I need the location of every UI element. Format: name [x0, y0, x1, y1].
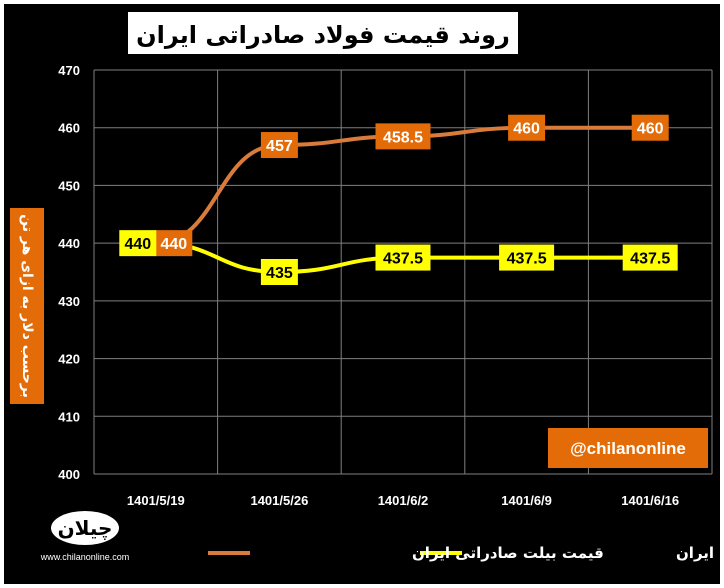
x-tick-label: 1401/5/19 [127, 493, 185, 508]
data-label: 437.5 [507, 251, 547, 268]
data-label: 440 [160, 236, 187, 253]
y-axis-title: برحسب دلار به ازای هر تن [19, 214, 35, 398]
data-label-box [375, 244, 431, 271]
y-tick-label: 410 [58, 409, 80, 424]
data-label-box [155, 230, 193, 257]
data-labels: 440 457 458.5 460 460 440 435 437.5 437.5 437.5 [119, 114, 678, 285]
data-label-box [119, 230, 157, 257]
legend: قیمت اسلب صادراتی ایران قیمت بیلت صادرات… [208, 544, 724, 562]
title-plate [128, 12, 518, 54]
y-tick-label: 400 [58, 467, 80, 482]
data-label-box [499, 244, 555, 271]
y-tick-label: 440 [58, 236, 80, 251]
data-label: 440 [124, 236, 151, 253]
data-label-box [260, 259, 298, 285]
y-tick-label: 430 [58, 294, 80, 309]
data-label: 460 [513, 121, 540, 138]
brand-url: www.chilanonline.com [40, 552, 130, 562]
x-tick-label: 1401/6/16 [621, 493, 679, 508]
data-label: 437.5 [630, 251, 670, 268]
chart-background [4, 4, 720, 584]
legend-label-slab: قیمت اسلب صادراتی ایران [676, 544, 724, 562]
data-label: 435 [266, 265, 293, 282]
y-tick-label: 470 [58, 63, 80, 78]
data-label: 437.5 [383, 251, 423, 268]
chart-title: روند قیمت فولاد صادراتی ایران [136, 21, 510, 49]
y-tick-label: 450 [58, 178, 80, 193]
data-label-box [375, 123, 431, 150]
data-label-box [622, 244, 678, 271]
y-tick-label: 460 [58, 121, 80, 136]
data-label: 457 [266, 138, 293, 155]
watermark-handle: @chilanonline [570, 439, 686, 458]
x-tick-label: 1401/6/9 [501, 493, 552, 508]
brand-logo: چیلان www.chilanonline.com [40, 511, 130, 562]
y-axis: 400 410 420 430 440 450 460 470 [58, 63, 80, 482]
watermark-box [548, 428, 708, 468]
x-axis: 1401/5/19 1401/5/26 1401/6/2 1401/6/9 1401/6… [127, 493, 679, 508]
data-label-box [260, 132, 298, 159]
y-tick-label: 420 [58, 352, 80, 367]
x-tick-label: 1401/6/2 [378, 493, 429, 508]
data-label: 460 [637, 121, 664, 138]
data-label: 458.5 [383, 129, 423, 146]
logo-text: چیلان [58, 516, 113, 541]
x-tick-label: 1401/5/26 [250, 493, 308, 508]
y-axis-title-box [10, 208, 44, 404]
logo-mark [51, 511, 119, 545]
data-label-box [508, 114, 546, 141]
legend-label-billet: قیمت بیلت صادراتی ایران [412, 544, 604, 562]
data-label-box [631, 114, 669, 141]
